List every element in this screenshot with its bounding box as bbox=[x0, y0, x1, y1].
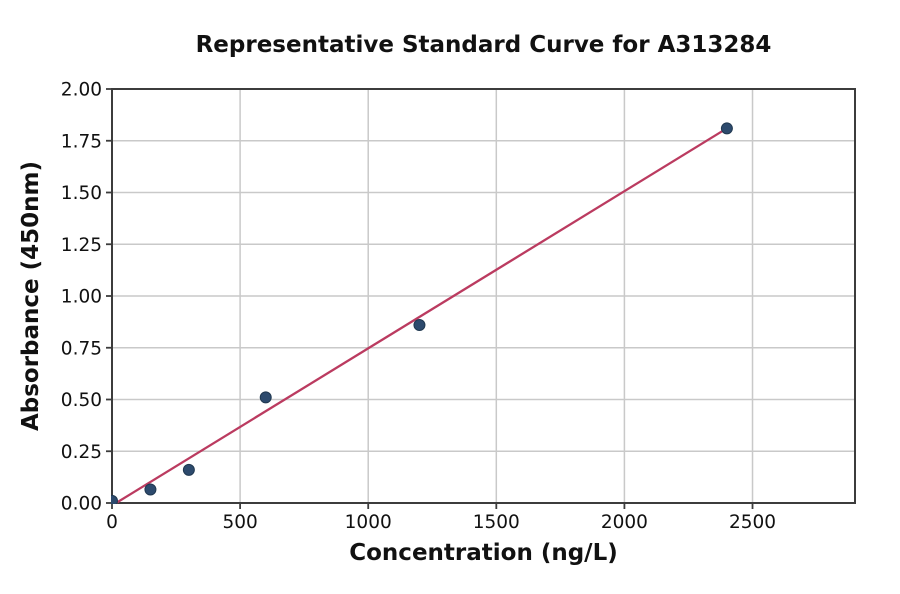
y-tick-label: 1.50 bbox=[61, 183, 102, 204]
data-point bbox=[413, 318, 426, 331]
y-tick-label: 0.75 bbox=[61, 338, 102, 359]
plot-border bbox=[111, 88, 856, 504]
x-tick-label: 1500 bbox=[473, 512, 520, 533]
data-point bbox=[720, 122, 733, 135]
y-tick-label: 0.00 bbox=[61, 494, 102, 515]
data-point bbox=[259, 391, 272, 404]
data-point bbox=[111, 494, 118, 504]
y-tick-label: 0.25 bbox=[61, 442, 102, 463]
y-tick-label: 2.00 bbox=[61, 80, 102, 101]
x-tick-label: 2500 bbox=[729, 512, 776, 533]
y-axis-label-text: Absorbance (450nm) bbox=[18, 160, 44, 432]
x-axis-label: Concentration (ng/L) bbox=[349, 540, 618, 566]
y-tick-label: 1.00 bbox=[61, 287, 102, 308]
x-tick-label: 2000 bbox=[601, 512, 648, 533]
x-tick-label: 500 bbox=[222, 512, 257, 533]
data-point bbox=[182, 463, 195, 476]
y-tick-label: 0.50 bbox=[61, 390, 102, 411]
trend-line bbox=[115, 127, 728, 504]
x-tick-label: 1000 bbox=[345, 512, 392, 533]
chart-title: Representative Standard Curve for A31328… bbox=[195, 32, 772, 58]
x-tick-label: 0 bbox=[106, 512, 118, 533]
data-point bbox=[144, 483, 157, 496]
y-tick-label: 1.75 bbox=[61, 131, 102, 152]
data-points bbox=[111, 122, 733, 504]
y-tick-label: 1.25 bbox=[61, 235, 102, 256]
